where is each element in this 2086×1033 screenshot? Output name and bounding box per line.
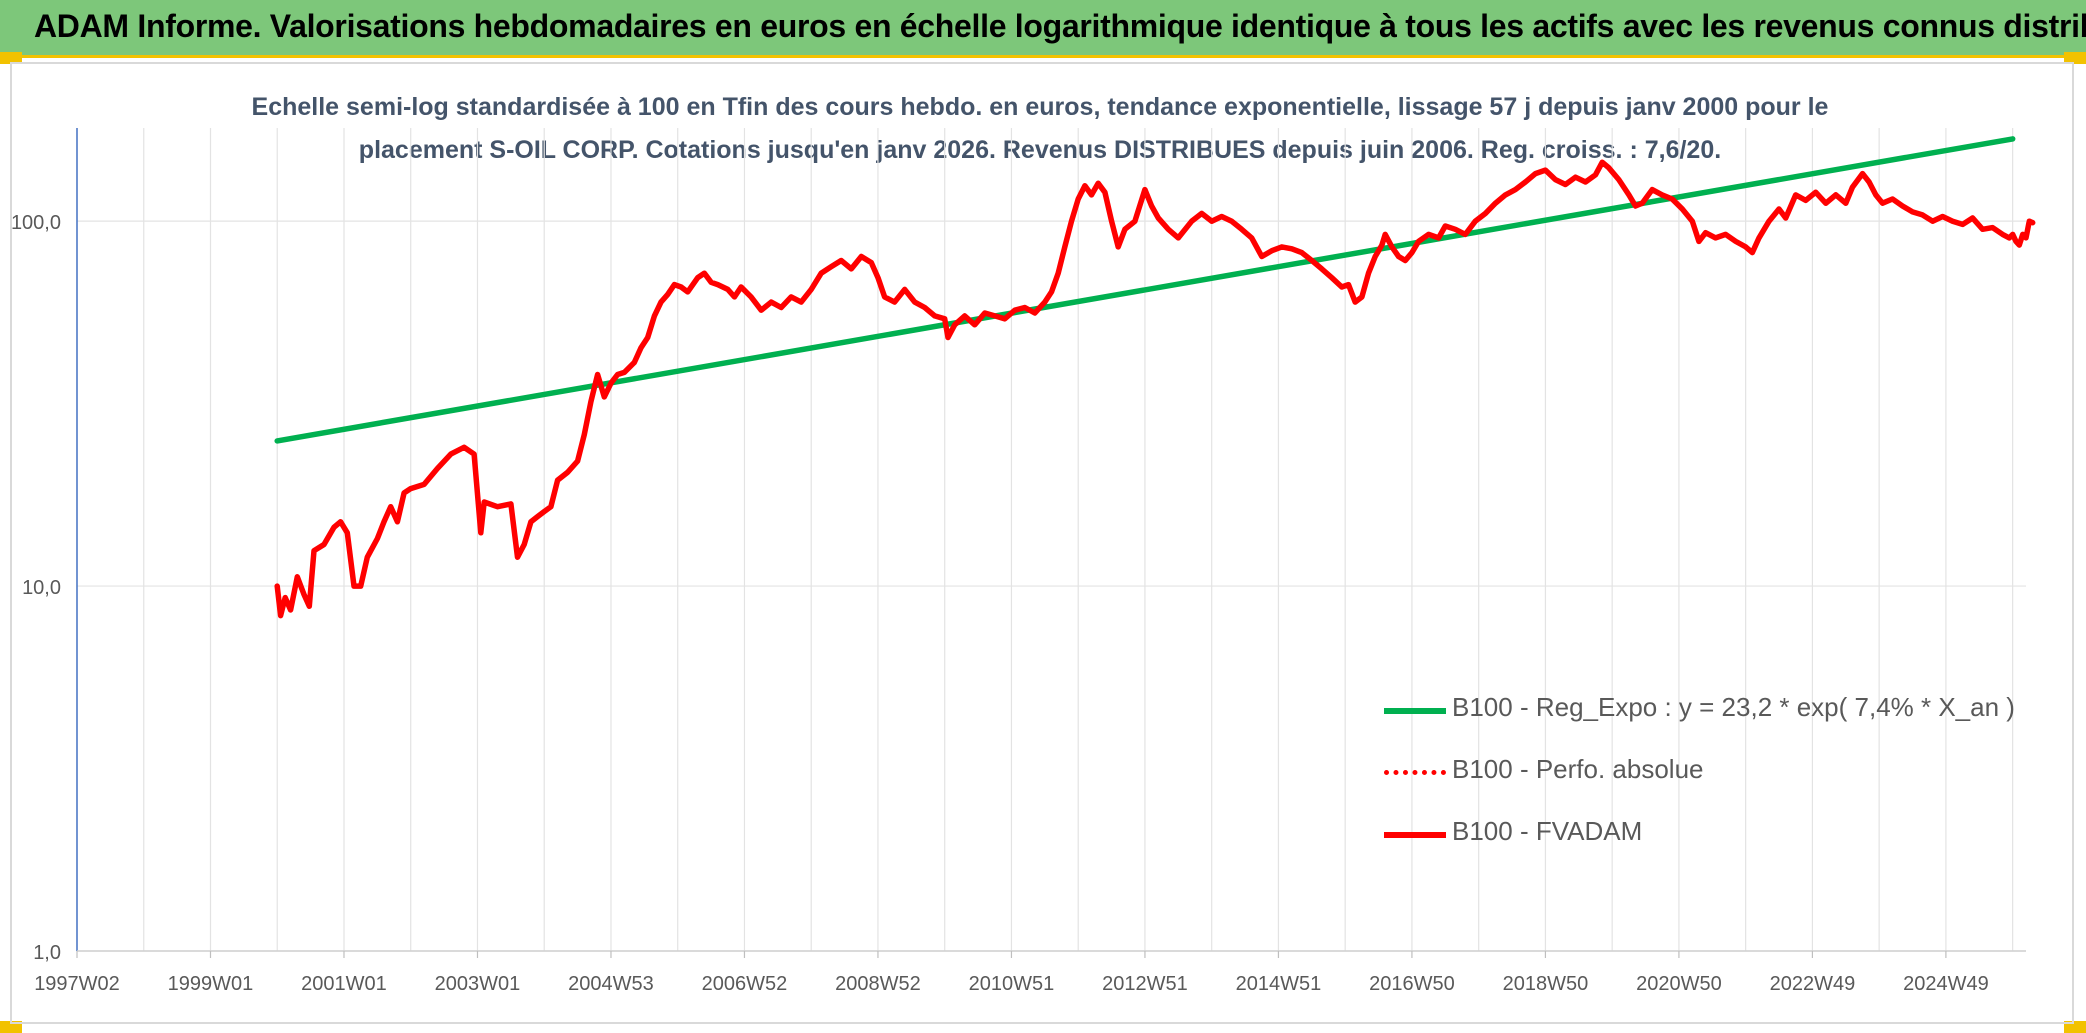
fvadam-series-line (274, 159, 2036, 619)
x-tick-label: 2018W50 (1503, 973, 1589, 995)
x-tick-label: 2008W52 (835, 973, 921, 995)
x-tick-label: 2003W01 (435, 973, 521, 995)
legend-label-reg-expo: B100 - Reg_Expo : y = 23,2 * exp( 7,4% *… (1452, 692, 2015, 722)
legend-swatch-perfo-absolue (1384, 770, 1446, 775)
corner-marker (2064, 52, 2086, 64)
x-tick-label: 1999W01 (168, 973, 254, 995)
legend-item-reg-expo: B100 - Reg_Expo : y = 23,2 * exp( 7,4% *… (1380, 682, 2020, 744)
chart-title: Echelle semi-log standardisée à 100 en T… (200, 86, 1880, 172)
legend-item-perfo-absolue: B100 - Perfo. absolue (1380, 744, 2020, 806)
x-tick-label: 2006W52 (702, 973, 788, 995)
x-tick-label: 2001W01 (301, 973, 387, 995)
x-tick-label: 1997W02 (34, 973, 120, 995)
legend-swatch-reg-expo (1384, 708, 1446, 714)
y-tick-label: 1,0 (33, 942, 61, 964)
x-tick-label: 2020W50 (1636, 973, 1722, 995)
corner-marker (2064, 1021, 2086, 1033)
y-tick-label: 100,0 (11, 212, 61, 234)
chart-frame (10, 62, 2074, 1024)
x-tick-label: 2004W53 (568, 973, 654, 995)
legend-label-fvadam: B100 - FVADAM (1452, 816, 1643, 846)
x-tick-label: 2010W51 (969, 973, 1055, 995)
x-tick-label: 2012W51 (1102, 973, 1188, 995)
corner-marker (0, 1021, 22, 1033)
reg-expo-trend-line (274, 136, 2016, 444)
legend-swatch-fvadam (1384, 832, 1446, 838)
chart-title-line-1: Echelle semi-log standardisée à 100 en T… (251, 93, 1829, 121)
chart-legend: B100 - Reg_Expo : y = 23,2 * exp( 7,4% *… (1380, 682, 2020, 868)
legend-item-fvadam: B100 - FVADAM (1380, 806, 2020, 868)
report-title: ADAM Informe. Valorisations hebdomadaire… (34, 8, 2086, 44)
x-tick-label: 2014W51 (1236, 973, 1322, 995)
corner-marker (0, 52, 22, 64)
legend-label-perfo-absolue: B100 - Perfo. absolue (1452, 754, 1704, 784)
x-tick-label: 2024W49 (1903, 973, 1989, 995)
x-tick-label: 2022W49 (1770, 973, 1856, 995)
chart-title-line-2: placement S-OIL CORP. Cotations jusqu'en… (358, 136, 1722, 164)
report-header: ADAM Informe. Valorisations hebdomadaire… (0, 0, 2086, 58)
y-tick-label: 10,0 (22, 577, 61, 599)
x-tick-label: 2016W50 (1369, 973, 1455, 995)
